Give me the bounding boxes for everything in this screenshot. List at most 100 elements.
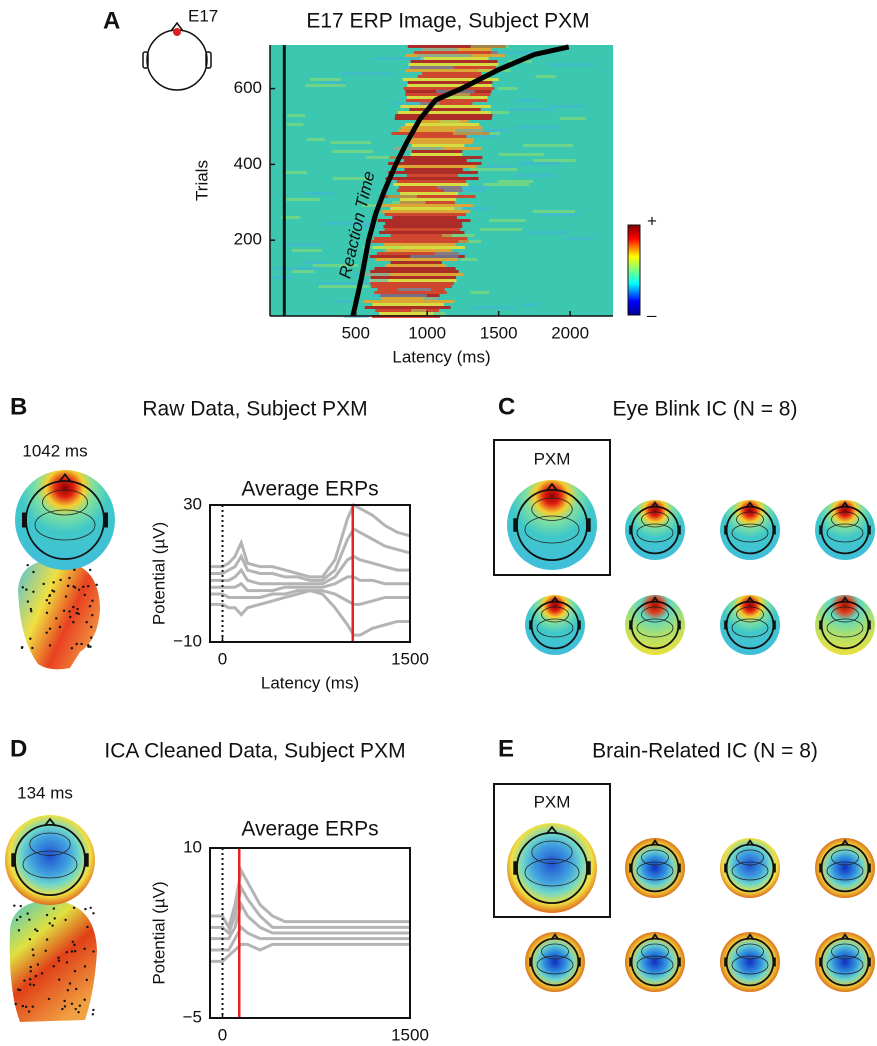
electrode-dot [72,621,75,624]
nose [745,933,755,941]
electrode-dot [53,917,56,920]
electrode-dot [72,906,76,910]
erp-image-texture [407,81,493,84]
erp-image-texture [420,57,489,60]
contour [731,955,769,975]
erp-image-texture [381,210,471,213]
electrode-dot [72,605,75,609]
topomap [720,838,780,898]
erp-image-texture [405,69,500,72]
electrode-dot [29,607,33,611]
y-tick-label: 10 [183,837,202,856]
ear [772,620,776,630]
erp-image-texture [371,294,427,297]
contour [826,955,864,975]
erp-image-texture [417,75,485,78]
erp-image-texture [407,84,493,87]
electrode-dot [19,915,22,919]
erp-image-texture [393,102,440,105]
erp-trace [210,589,410,637]
electrode-dot [71,940,74,944]
erp-trace [210,866,410,932]
erp-trace [210,526,411,582]
electrode-dot [21,645,24,649]
erp-image-texture [305,192,335,195]
ear [677,957,681,967]
erp-image-texture [426,312,447,315]
erp-image-texture [398,186,462,189]
electrode-dot [62,609,66,612]
ear [867,620,871,630]
erp-image-texture [413,135,467,138]
erp-image-texture [498,153,545,156]
nose [840,839,850,847]
y-tick-label: −5 [183,1007,202,1026]
x-axis-label: Latency (ms) [261,673,359,692]
electrode-dot [73,969,77,973]
erp-image-texture [406,99,488,102]
electrode-dot [83,593,86,597]
erp-image-texture [361,204,382,207]
erp-image-texture [406,174,459,177]
erp-image-texture [419,102,473,105]
electrode-dot [58,625,62,629]
erp-image-texture [396,189,463,192]
erp-image-texture [516,174,557,177]
ear [772,525,776,535]
erp-image-texture [305,84,346,87]
erp-image-texture [399,198,457,201]
chart-title: Average ERPs [241,478,378,501]
x-tick-label: 2000 [551,323,589,342]
contour [34,509,96,541]
electrode-dot [14,1002,17,1006]
contour [531,840,573,864]
erp-image-texture [414,51,498,54]
contour [736,511,764,528]
erp-image-texture [479,228,522,231]
topomap [507,480,597,570]
erp-image-texture [309,78,341,81]
erp-image-texture [483,183,529,186]
electrode-dot [73,949,77,953]
electrode-dot [89,636,93,639]
topomap [815,500,875,560]
erp-image-texture [514,126,559,129]
erp-trace [210,502,411,579]
erp-image-texture [371,240,469,243]
electrode-dot [64,918,67,922]
erp-image-texture [470,45,509,48]
erp-image-texture [372,246,465,249]
electrode-dot [87,645,90,648]
ear [819,863,823,873]
erp-image-texture [317,282,370,285]
erp-image-texture [322,81,346,84]
electrode-dot [88,605,92,608]
erp-image-texture [375,309,439,312]
electrode-dot [75,611,78,615]
electrode-dot [44,949,47,953]
electrode-dot [95,583,98,587]
erp-image-texture [370,282,455,285]
contour [731,523,769,543]
ear [629,525,633,535]
erp-image-texture [419,48,458,51]
panel-title: Raw Data, Subject PXM [142,398,367,421]
erp-image-texture [535,75,556,78]
ear [724,957,728,967]
nose [840,596,850,604]
head-3d-shape [18,560,100,670]
nose [550,596,560,604]
electrode-dot [89,645,92,648]
electrode-dot [52,965,55,968]
erp-image-texture [370,270,459,273]
electrode-dot [24,1005,28,1009]
erp-image-texture [369,279,457,282]
ear [629,863,633,873]
electrode-dot [57,956,60,960]
erp-image-texture [374,291,447,294]
x-tick-label: 1000 [408,323,446,342]
topomap [720,932,780,992]
erp-image-texture [410,60,498,63]
erp-image-texture [379,312,434,315]
contour [641,511,669,528]
